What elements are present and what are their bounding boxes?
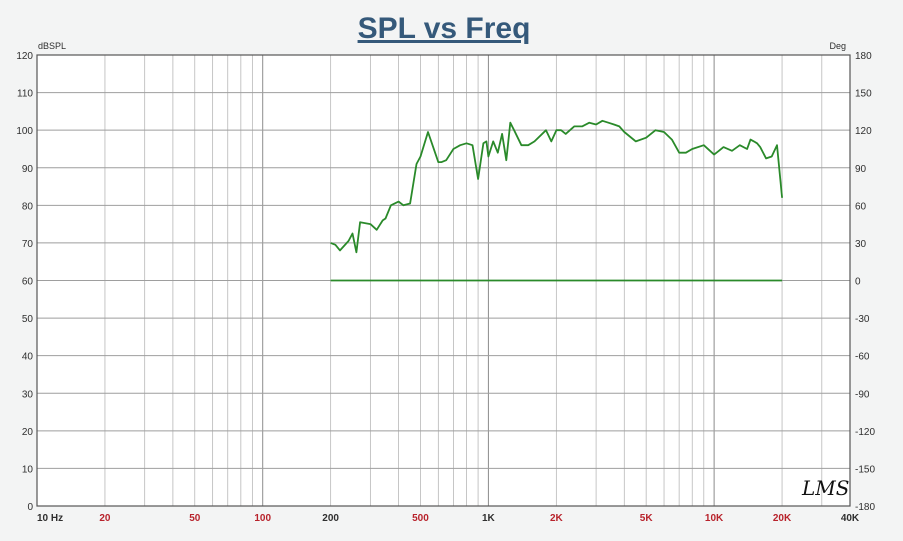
y-left-tick-label: 90 [22,164,34,175]
x-tick-label: 500 [412,513,429,524]
spl-series-line [330,119,783,254]
x-tick-label: 5K [640,513,654,524]
y-left-tick-label: 120 [16,51,33,62]
y-right-tick-label: 150 [855,89,872,100]
y-left-tick-label: 70 [22,239,34,250]
plot-frame [36,54,851,507]
y-left-tick-label: 110 [17,89,33,100]
y-left-tick-label: 40 [22,352,34,363]
x-tick-label: 200 [322,513,339,524]
y-left-tick-label: 60 [22,277,34,288]
y-right-tick-label: -120 [855,427,875,438]
y-right-tick-label: 120 [855,126,872,137]
y-left-tick-label: 80 [22,201,34,212]
axes: 0 10 20 30 40 50 60 70 80 90 100 110 120 -180 -150 -120… [16,51,875,524]
y-right-tick-label: -180 [855,502,875,513]
y-left-tick-label: 50 [22,314,34,325]
y-right-tick-label: 90 [855,164,867,175]
x-tick-label: 20 [99,513,111,524]
x-tick-label: 40K [841,513,860,524]
series-layer [330,119,783,282]
y-left-unit: dBSPL [38,41,66,51]
x-tick-label: 20K [773,513,792,524]
y-right-tick-label: 180 [855,51,872,62]
y-left-tick-label: 10 [22,464,34,475]
y-left-tick-label: 20 [22,427,34,438]
x-tick-label: 10K [705,513,724,524]
y-right-tick-label: 0 [855,277,861,288]
x-tick-label: 100 [254,513,271,524]
x-tick-label: 1K [482,513,496,524]
x-tick-label: 10 Hz [37,513,63,524]
y-right-tick-label: -30 [855,314,870,325]
y-right-tick-label: -90 [855,389,870,400]
y-right-tick-label: -150 [855,464,875,475]
x-tick-label: 2K [550,513,564,524]
y-right-tick-label: 60 [855,201,867,212]
chart-title: SPL vs Freq [358,12,531,45]
y-right-tick-label: -60 [855,352,870,363]
y-left-tick-label: 100 [16,126,33,137]
y-left-tick-label: 30 [22,389,34,400]
lms-logo: LMS [801,476,849,500]
y-right-tick-label: 30 [855,239,867,250]
y-left-tick-label: 0 [27,502,33,513]
y-right-unit: Deg [829,41,846,51]
x-tick-label: 50 [189,513,201,524]
